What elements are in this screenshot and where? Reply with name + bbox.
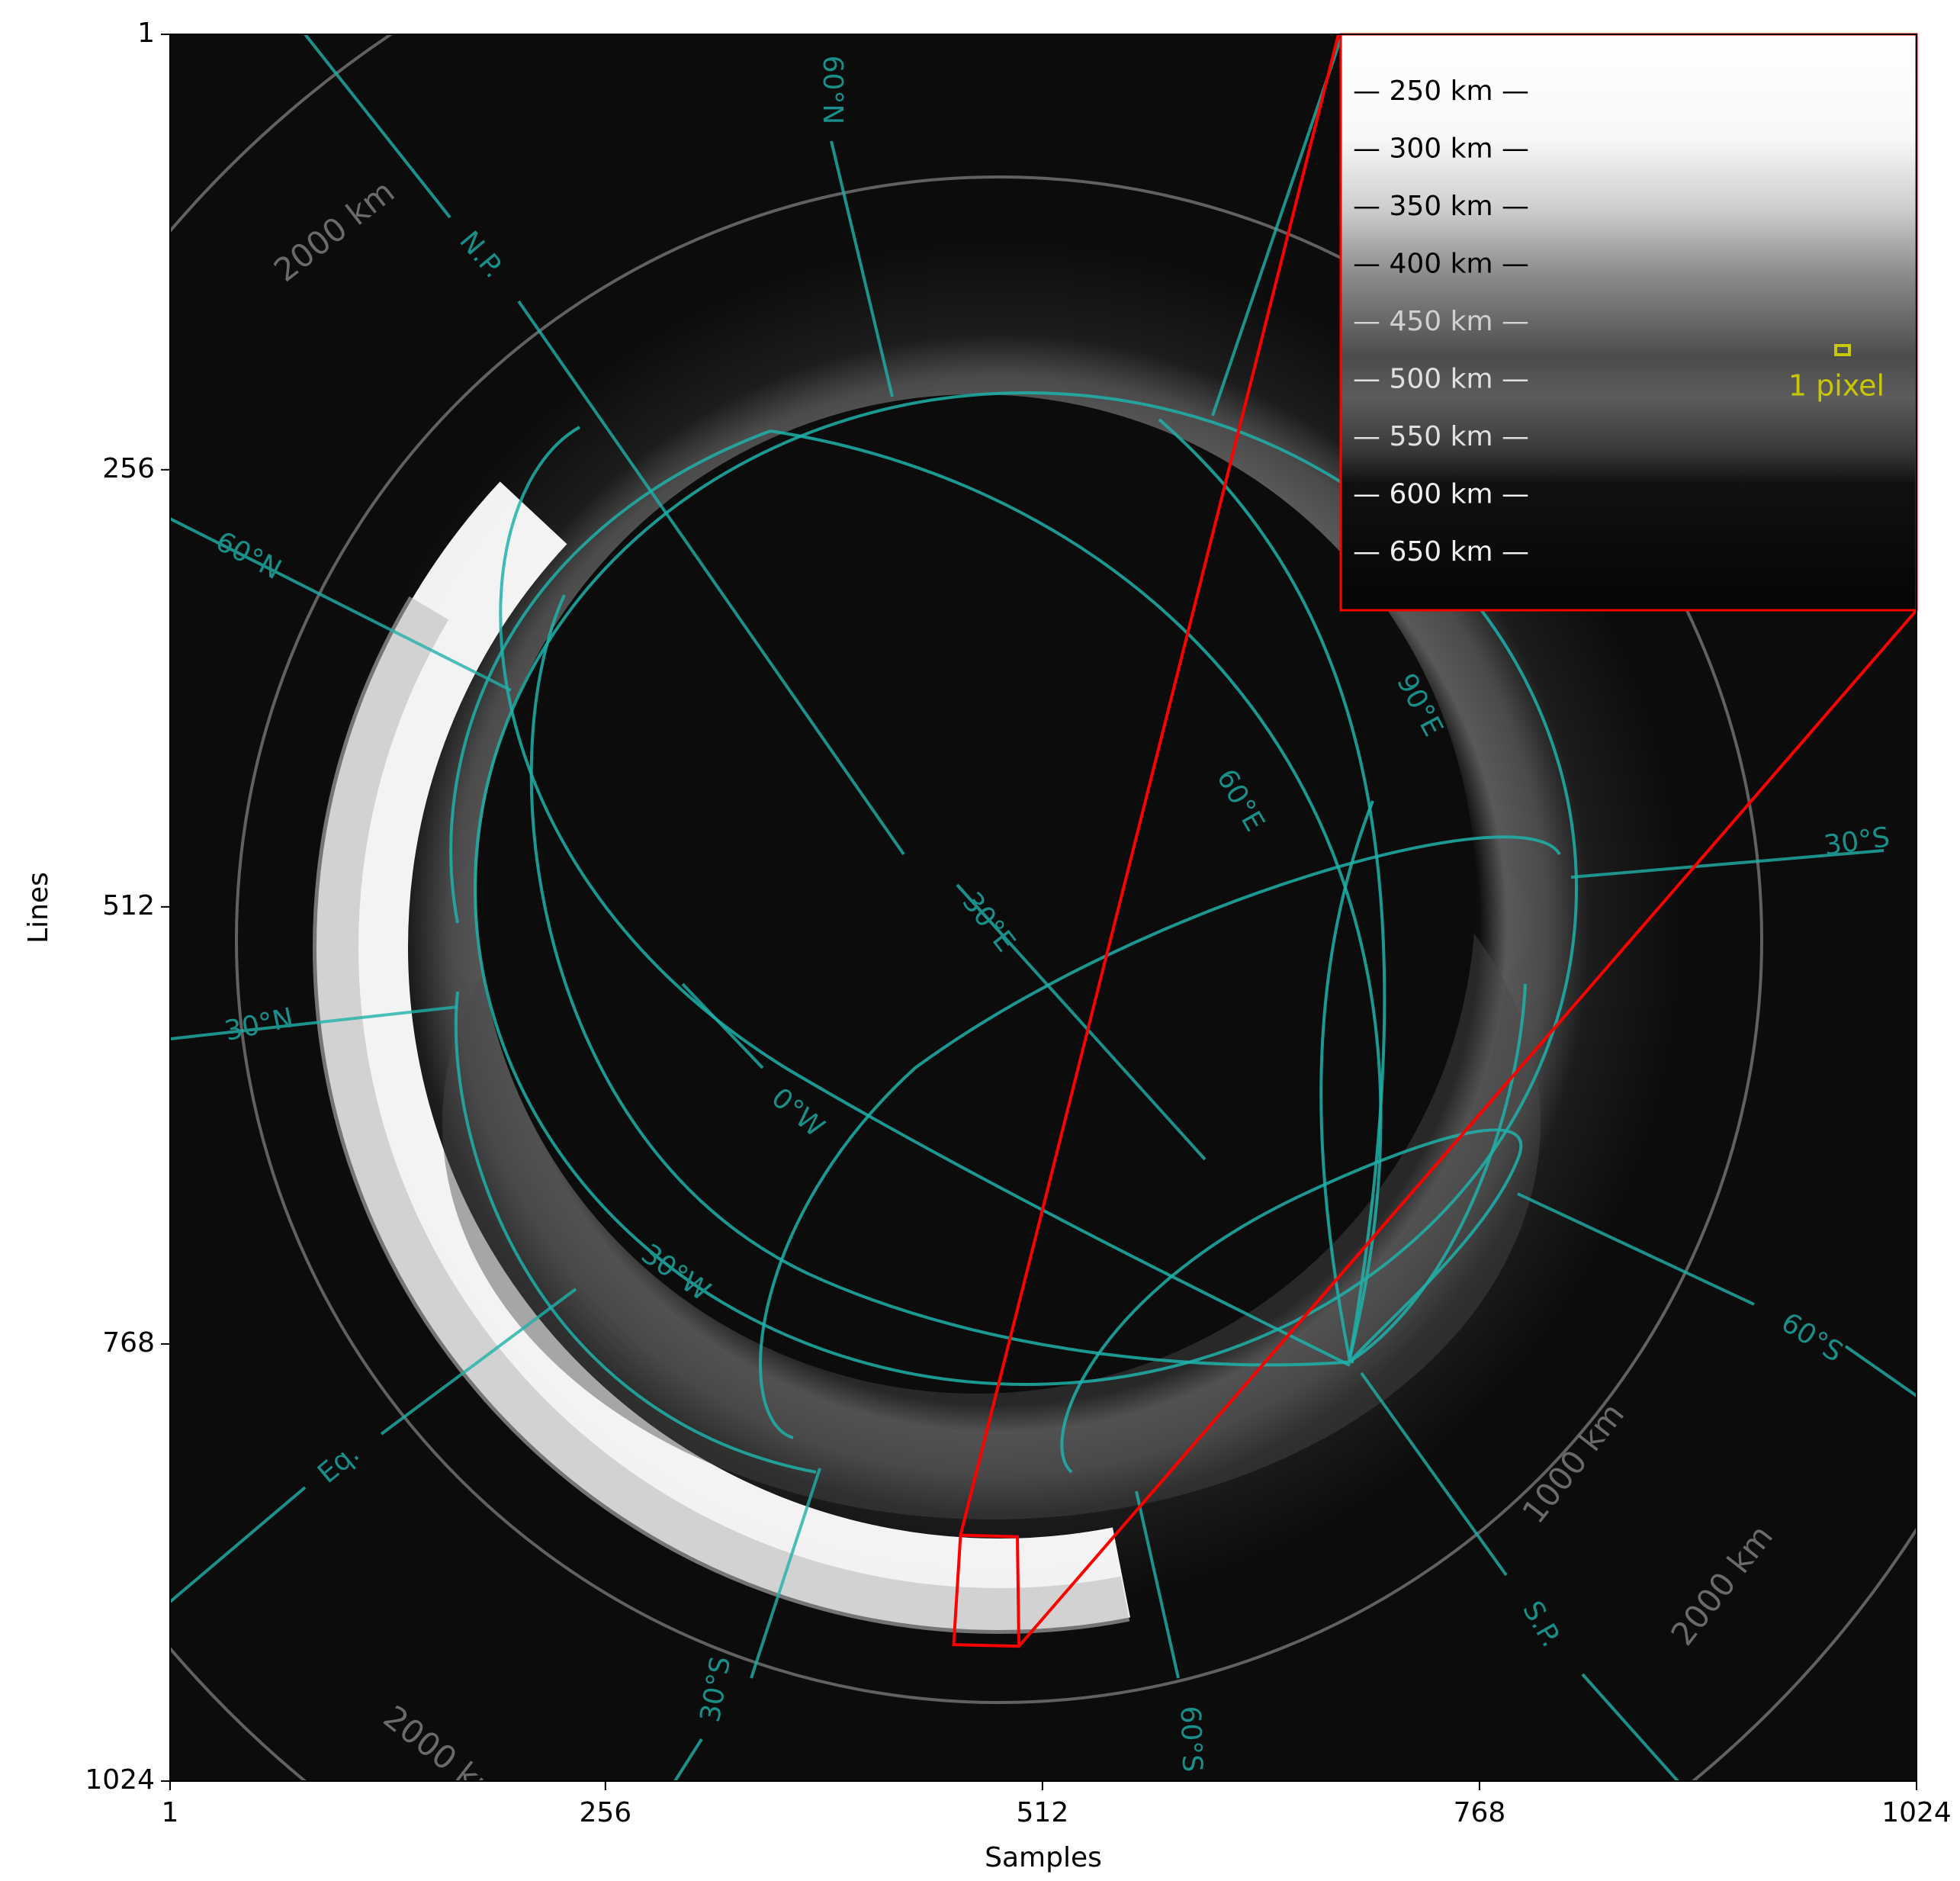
- altitude-label: — 500 km —: [1353, 364, 1529, 395]
- lat60n-ext: [170, 517, 512, 692]
- lat30n-ext: [170, 1005, 458, 1040]
- haze-glow: [313, 261, 1685, 1634]
- altitude-label: — 250 km —: [1353, 76, 1529, 107]
- e30-ext: [956, 883, 1207, 1161]
- np-line-2: [517, 300, 905, 856]
- altitude-label: — 450 km —: [1353, 306, 1529, 337]
- y-tick-label: 768: [102, 1327, 155, 1358]
- altitude-label: — 550 km —: [1353, 421, 1529, 452]
- x-tick-label: 1: [162, 1797, 179, 1828]
- body-disk: [477, 394, 1476, 1394]
- parallel-30s: [759, 835, 1561, 1439]
- meridian-60e-inner: [1158, 418, 1386, 1358]
- meridian-0w: [499, 426, 1351, 1367]
- range-ring-1: [235, 175, 1763, 1704]
- lat60s-bottom-ext: [1135, 1490, 1180, 1679]
- w0-ext: [681, 982, 764, 1069]
- altitude-label: — 300 km —: [1353, 133, 1529, 165]
- x-tick-label: 512: [1017, 1797, 1069, 1828]
- lat30s-bottom-ext: [750, 1468, 821, 1679]
- x-tick-label: 256: [579, 1797, 631, 1828]
- meridian-120e: [1348, 983, 1527, 1363]
- zoom-connector-bottom: [1017, 609, 1918, 1648]
- altitude-label: — 350 km —: [1353, 191, 1529, 222]
- y-axis-label: Lines: [23, 872, 54, 944]
- limb: [474, 391, 1578, 1386]
- np-line-1: [304, 34, 451, 219]
- grid-label: 60°S: [1174, 1706, 1207, 1773]
- y-tick-label: 512: [102, 890, 155, 921]
- altitude-label: — 600 km —: [1353, 479, 1529, 510]
- zoom-box-group: [952, 34, 1918, 1648]
- y-tick-label: 1024: [85, 1764, 155, 1796]
- pixel-scale-label: 1 pixel: [1788, 369, 1884, 403]
- lat60s-ext-2: [1844, 1345, 1917, 1397]
- inset-panel: — 250 km — — 300 km — — 350 km — — 400 km —…: [1339, 33, 1918, 612]
- sp-ext-1: [1360, 1371, 1508, 1577]
- e90-ext: [1211, 34, 1344, 416]
- zoom-connector-top: [959, 34, 1340, 1536]
- altitude-label: — 400 km —: [1353, 249, 1529, 280]
- zoom-box: [952, 1533, 1021, 1648]
- x-tick-label: 768: [1454, 1797, 1506, 1828]
- y-tick-label: 256: [102, 453, 155, 484]
- lat-lon-grid: [170, 34, 1917, 1781]
- y-tick-label: 1: [137, 18, 155, 49]
- x-tick-label: 1024: [1881, 1797, 1952, 1828]
- meridian-60w: [454, 991, 817, 1474]
- pixel-scale-marker: [1834, 344, 1851, 356]
- grid-label: 60°N: [817, 56, 848, 125]
- n60-line: [830, 140, 894, 397]
- x-axis-label: Samples: [985, 1842, 1102, 1873]
- lat30s-ext: [1570, 849, 1884, 879]
- meridian-30w: [529, 594, 1354, 1367]
- lat60s-ext-1: [1517, 1192, 1755, 1306]
- plot-frame: [169, 34, 1917, 1782]
- lat30s-bottom-ext-2: [673, 1738, 703, 1781]
- parallel-n: [449, 429, 771, 924]
- altitude-label: — 650 km —: [1353, 536, 1529, 568]
- sp-ext-2: [1581, 1673, 1679, 1781]
- inset-image: [1341, 34, 1917, 610]
- eq-ext-1: [170, 1486, 307, 1603]
- parallel-60s: [1060, 1128, 1523, 1474]
- eq-ext-2: [380, 1288, 577, 1436]
- haze-band: [316, 265, 1682, 1630]
